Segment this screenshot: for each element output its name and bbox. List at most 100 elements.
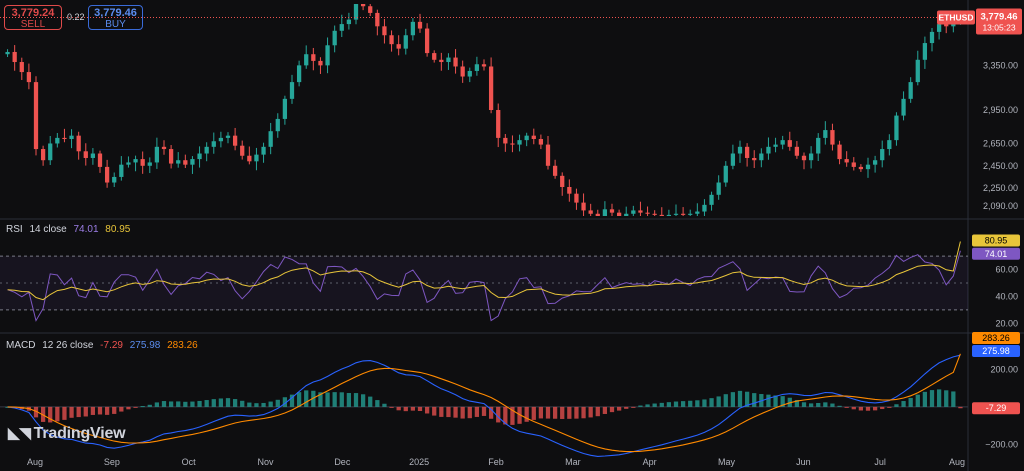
- price-tick-label: 2,090.00: [983, 201, 1018, 211]
- candle: [929, 31, 935, 44]
- macd-histogram-bar: [353, 393, 359, 407]
- macd-histogram-bar: [616, 406, 622, 411]
- macd-histogram-bar: [595, 406, 600, 417]
- macd-signal-line: [7, 353, 961, 453]
- macd-histogram-bar: [368, 396, 373, 407]
- macd-histogram-bar: [631, 406, 636, 408]
- sell-button[interactable]: 3,779.24 SELL: [4, 5, 62, 30]
- candle: [474, 64, 480, 71]
- macd-histogram-bar: [254, 403, 259, 407]
- x-tick-label: Dec: [334, 457, 351, 467]
- candle: [481, 64, 487, 67]
- candle: [417, 21, 423, 29]
- candle: [638, 210, 643, 213]
- candle: [424, 28, 430, 54]
- macd-histogram-bar: [410, 406, 416, 411]
- candle: [204, 146, 209, 154]
- macd-histogram-bar: [780, 396, 785, 407]
- candle: [254, 154, 259, 162]
- candle: [26, 72, 32, 83]
- macd-histogram-bar: [538, 406, 544, 419]
- macd-histogram-bar: [602, 406, 608, 414]
- macd-histogram-bar: [517, 406, 522, 424]
- candle: [560, 175, 565, 187]
- macd-hist-tag: -7.29: [986, 403, 1007, 413]
- tradingview-logo: ◣◥ TradingView: [8, 424, 126, 443]
- candle: [403, 35, 408, 49]
- macd-histogram-bar: [33, 406, 39, 418]
- candle: [83, 151, 88, 158]
- candle: [282, 98, 288, 119]
- macd-histogram-bar: [168, 401, 174, 407]
- rsi-legend-ma-value: 80.95: [105, 224, 131, 235]
- candle: [368, 6, 373, 13]
- candle: [808, 153, 814, 161]
- macd-histogram-bar: [894, 404, 899, 407]
- candle: [232, 135, 238, 146]
- candle: [787, 140, 792, 147]
- macd-histogram-bar: [766, 394, 771, 407]
- countdown-label: 13:05:23: [982, 22, 1015, 32]
- candle: [211, 141, 216, 147]
- macd-histogram-bar: [723, 394, 728, 407]
- macd-histogram-bar: [90, 406, 96, 415]
- buy-button[interactable]: 3,779.46 BUY: [88, 5, 143, 30]
- last-price-label: 3,779.46: [981, 11, 1018, 22]
- candle: [517, 140, 522, 145]
- macd-histogram-bar: [268, 401, 273, 407]
- macd-histogram-bar: [112, 406, 117, 414]
- candle: [97, 153, 103, 167]
- rsi-legend[interactable]: RSI 14 close 74.01 80.95: [6, 224, 134, 235]
- macd-histogram-bar: [865, 406, 871, 411]
- candle: [773, 144, 778, 147]
- rsi-value-tag: 74.01: [985, 249, 1008, 259]
- candle: [389, 35, 394, 45]
- macd-histogram-bar: [69, 406, 74, 418]
- macd-histogram-bar: [901, 401, 906, 407]
- macd-histogram-bar: [183, 401, 188, 407]
- candle: [915, 59, 920, 83]
- x-tick-label: Feb: [488, 457, 504, 467]
- tradingview-mark-icon: ◣◥: [8, 425, 31, 442]
- macd-line: [7, 354, 961, 457]
- x-tick-label: Nov: [257, 457, 274, 467]
- candle: [581, 202, 586, 211]
- candle: [624, 213, 629, 216]
- candle: [176, 160, 181, 164]
- candle: [552, 165, 558, 176]
- buy-label: BUY: [105, 19, 126, 30]
- price-tick-label: 2,450.00: [983, 161, 1018, 171]
- candle: [332, 30, 337, 46]
- macd-histogram-bar: [929, 390, 935, 407]
- rsi-value-tag-bg: [972, 247, 1020, 260]
- macd-histogram-bar: [908, 397, 913, 407]
- rsi-ma-tag: 80.95: [985, 235, 1008, 245]
- candle: [33, 82, 39, 150]
- macd-histogram-bar: [247, 402, 252, 407]
- candle: [823, 130, 828, 138]
- candle: [453, 57, 458, 67]
- macd-histogram-bar: [382, 403, 387, 407]
- x-tick-label: Aug: [27, 457, 43, 467]
- price-tick-label: 2,650.00: [983, 138, 1018, 148]
- macd-histogram-bar: [48, 406, 53, 423]
- macd-histogram-bar: [232, 399, 238, 407]
- macd-legend[interactable]: MACD 12 26 close -7.29 275.98 283.26: [6, 340, 202, 351]
- candle: [147, 162, 152, 166]
- candle: [851, 162, 856, 167]
- macd-histogram-bar: [737, 390, 743, 407]
- macd-histogram-bar: [922, 391, 928, 407]
- candle: [488, 66, 494, 110]
- macd-histogram-bar: [197, 400, 202, 407]
- macd-histogram-bar: [225, 398, 231, 407]
- candle: [304, 54, 309, 66]
- x-tick-label: Sep: [104, 457, 120, 467]
- candle: [716, 182, 721, 195]
- macd-histogram-bar: [744, 391, 750, 407]
- rsi-ma-tag-bg: [972, 234, 1020, 247]
- x-tick-label: May: [718, 457, 736, 467]
- macd-histogram-bar: [375, 400, 380, 407]
- macd-histogram-bar: [62, 406, 67, 420]
- macd-legend-signal: 283.26: [167, 340, 198, 351]
